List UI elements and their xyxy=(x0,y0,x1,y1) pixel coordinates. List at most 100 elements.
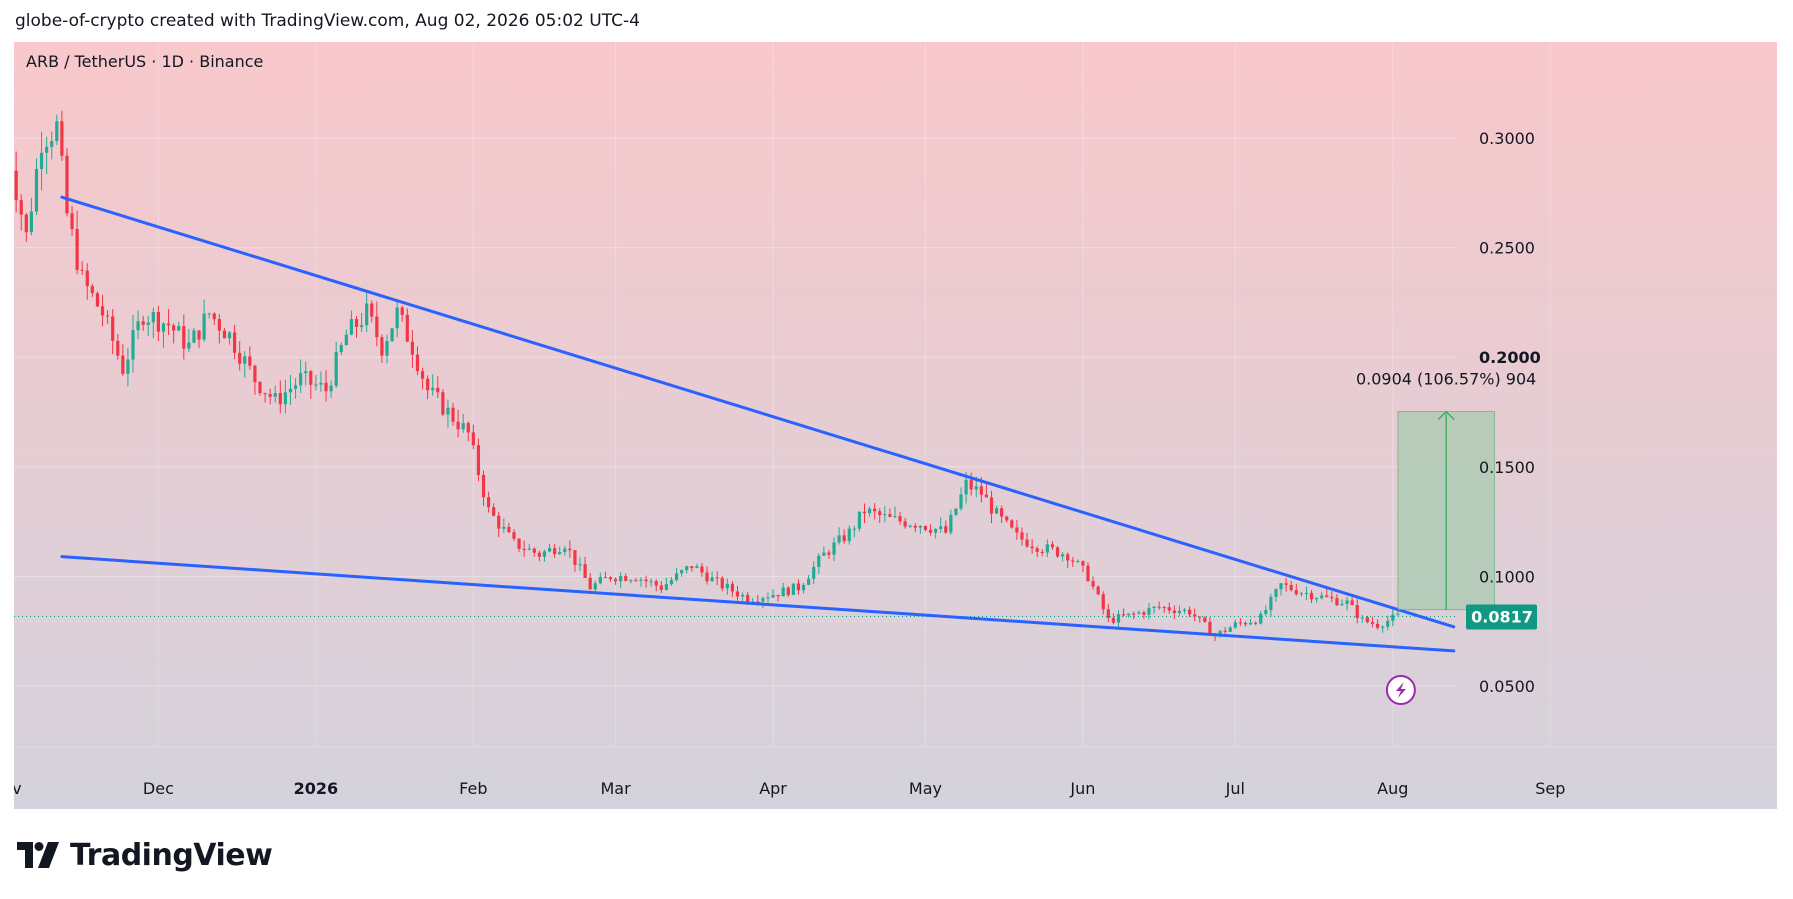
price-tick-label: 0.2000 xyxy=(1479,348,1541,367)
candle-up xyxy=(29,211,33,233)
candle-up xyxy=(1061,554,1065,557)
candle-down xyxy=(735,591,740,597)
candle-down xyxy=(1091,581,1095,587)
trendlines[interactable] xyxy=(60,195,1456,653)
candle-up xyxy=(207,313,211,315)
candle-down xyxy=(95,293,100,307)
candle-down xyxy=(492,507,496,516)
candle-down xyxy=(898,516,902,522)
candle-up xyxy=(867,508,872,514)
candle-up xyxy=(1147,608,1151,615)
last-price-badge[interactable] xyxy=(1466,604,1537,630)
candle-down xyxy=(690,566,694,568)
chart-area[interactable]: 0.0904 (106.57%) 904 0.0500 0.1000 0.1500 0… xyxy=(14,42,1777,809)
trendline-lower[interactable] xyxy=(60,555,1456,653)
candlestick-chart[interactable]: 0.0904 (106.57%) 904 0.05000.10000.15000… xyxy=(14,42,1777,809)
candle-up xyxy=(761,598,765,602)
candle-up xyxy=(908,525,912,527)
candle-down xyxy=(700,566,704,573)
candle-down xyxy=(405,314,409,342)
candle-up xyxy=(344,334,348,346)
candle-up xyxy=(1076,561,1080,563)
candle-up xyxy=(847,528,851,542)
candle-down xyxy=(1289,584,1293,591)
candle-down xyxy=(75,229,79,270)
candle-down xyxy=(400,307,404,315)
time-tick-label: Jul xyxy=(1225,779,1245,798)
candle-up xyxy=(365,303,369,326)
candle-up xyxy=(695,566,699,568)
candle-down xyxy=(776,594,780,597)
candle-down xyxy=(370,303,374,317)
candle-down xyxy=(111,316,115,341)
candle-down xyxy=(1066,554,1070,561)
candle-down xyxy=(1015,527,1019,533)
tradingview-logo-icon xyxy=(17,842,59,868)
candle-down xyxy=(1335,598,1339,606)
candle-down xyxy=(1005,516,1009,521)
tradingview-logo[interactable]: TradingView xyxy=(17,836,273,874)
candle-down xyxy=(100,306,105,316)
candle-down xyxy=(1000,508,1004,517)
candle-up xyxy=(578,564,582,566)
measure-label: 0.0904 (106.57%) 904 xyxy=(1356,370,1536,389)
candle-down xyxy=(268,394,272,397)
candle-up xyxy=(766,597,770,599)
candle-down xyxy=(659,585,663,590)
price-range-measure[interactable]: 0.0904 (106.57%) 904 xyxy=(1356,370,1536,611)
price-axis[interactable]: 0.0500 0.1000 0.1500 0.2000 0.2500 0.3000 0.08… xyxy=(1466,129,1541,696)
candle-down xyxy=(944,526,948,533)
lightning-bolt-icon[interactable] xyxy=(1385,675,1416,705)
candle-up xyxy=(1345,600,1349,604)
candle-down xyxy=(553,548,557,555)
candle-down xyxy=(65,155,69,214)
candle-down xyxy=(197,330,201,340)
candle-down xyxy=(746,594,750,603)
candle-up xyxy=(1269,596,1273,611)
candle-down xyxy=(258,382,262,394)
candle-up xyxy=(1315,598,1319,600)
candle-up xyxy=(1228,627,1232,632)
candle-down xyxy=(456,421,460,430)
candle-down xyxy=(1254,622,1258,624)
candle-down xyxy=(796,583,801,591)
candle-down xyxy=(979,486,983,495)
candle-down xyxy=(324,382,328,392)
candle-down xyxy=(60,121,64,156)
candle-up xyxy=(227,332,232,339)
candle-down xyxy=(426,378,430,391)
candle-down xyxy=(537,552,541,557)
candle-down xyxy=(1020,532,1024,540)
candle-up xyxy=(893,516,897,518)
candle-down xyxy=(989,497,994,514)
candle-up xyxy=(192,330,196,343)
candle-up xyxy=(1218,630,1222,636)
candle-up xyxy=(547,548,552,552)
candle-down xyxy=(1101,594,1105,610)
candle-up xyxy=(817,555,821,567)
candle-down xyxy=(481,474,486,498)
candle-down xyxy=(1086,565,1090,582)
price-tick-label: 0.1500 xyxy=(1479,458,1535,477)
candle-down xyxy=(603,577,608,579)
time-tick-label: Nov xyxy=(14,779,22,798)
candle-up xyxy=(674,573,679,581)
time-axis[interactable]: Nov Dec 2026 Feb Mar Apr May Jun Jul Aug Sep xyxy=(14,746,1777,798)
candle-up xyxy=(329,385,333,392)
trendline-upper[interactable] xyxy=(60,195,1456,629)
candle-up xyxy=(680,570,684,574)
candle-down xyxy=(486,497,491,508)
candle-up xyxy=(1137,612,1141,614)
time-tick-label: Sep xyxy=(1535,779,1565,798)
candle-down xyxy=(923,525,928,530)
candle-down xyxy=(172,325,176,331)
candle-down xyxy=(1330,596,1334,599)
candle-up xyxy=(55,121,59,142)
candle-up xyxy=(807,578,811,585)
candle-down xyxy=(720,578,724,589)
candle-down xyxy=(1157,606,1161,608)
candle-down xyxy=(1071,560,1075,562)
candle-down xyxy=(1375,623,1380,628)
candle-up xyxy=(1304,592,1309,594)
candle-down xyxy=(1167,607,1171,611)
